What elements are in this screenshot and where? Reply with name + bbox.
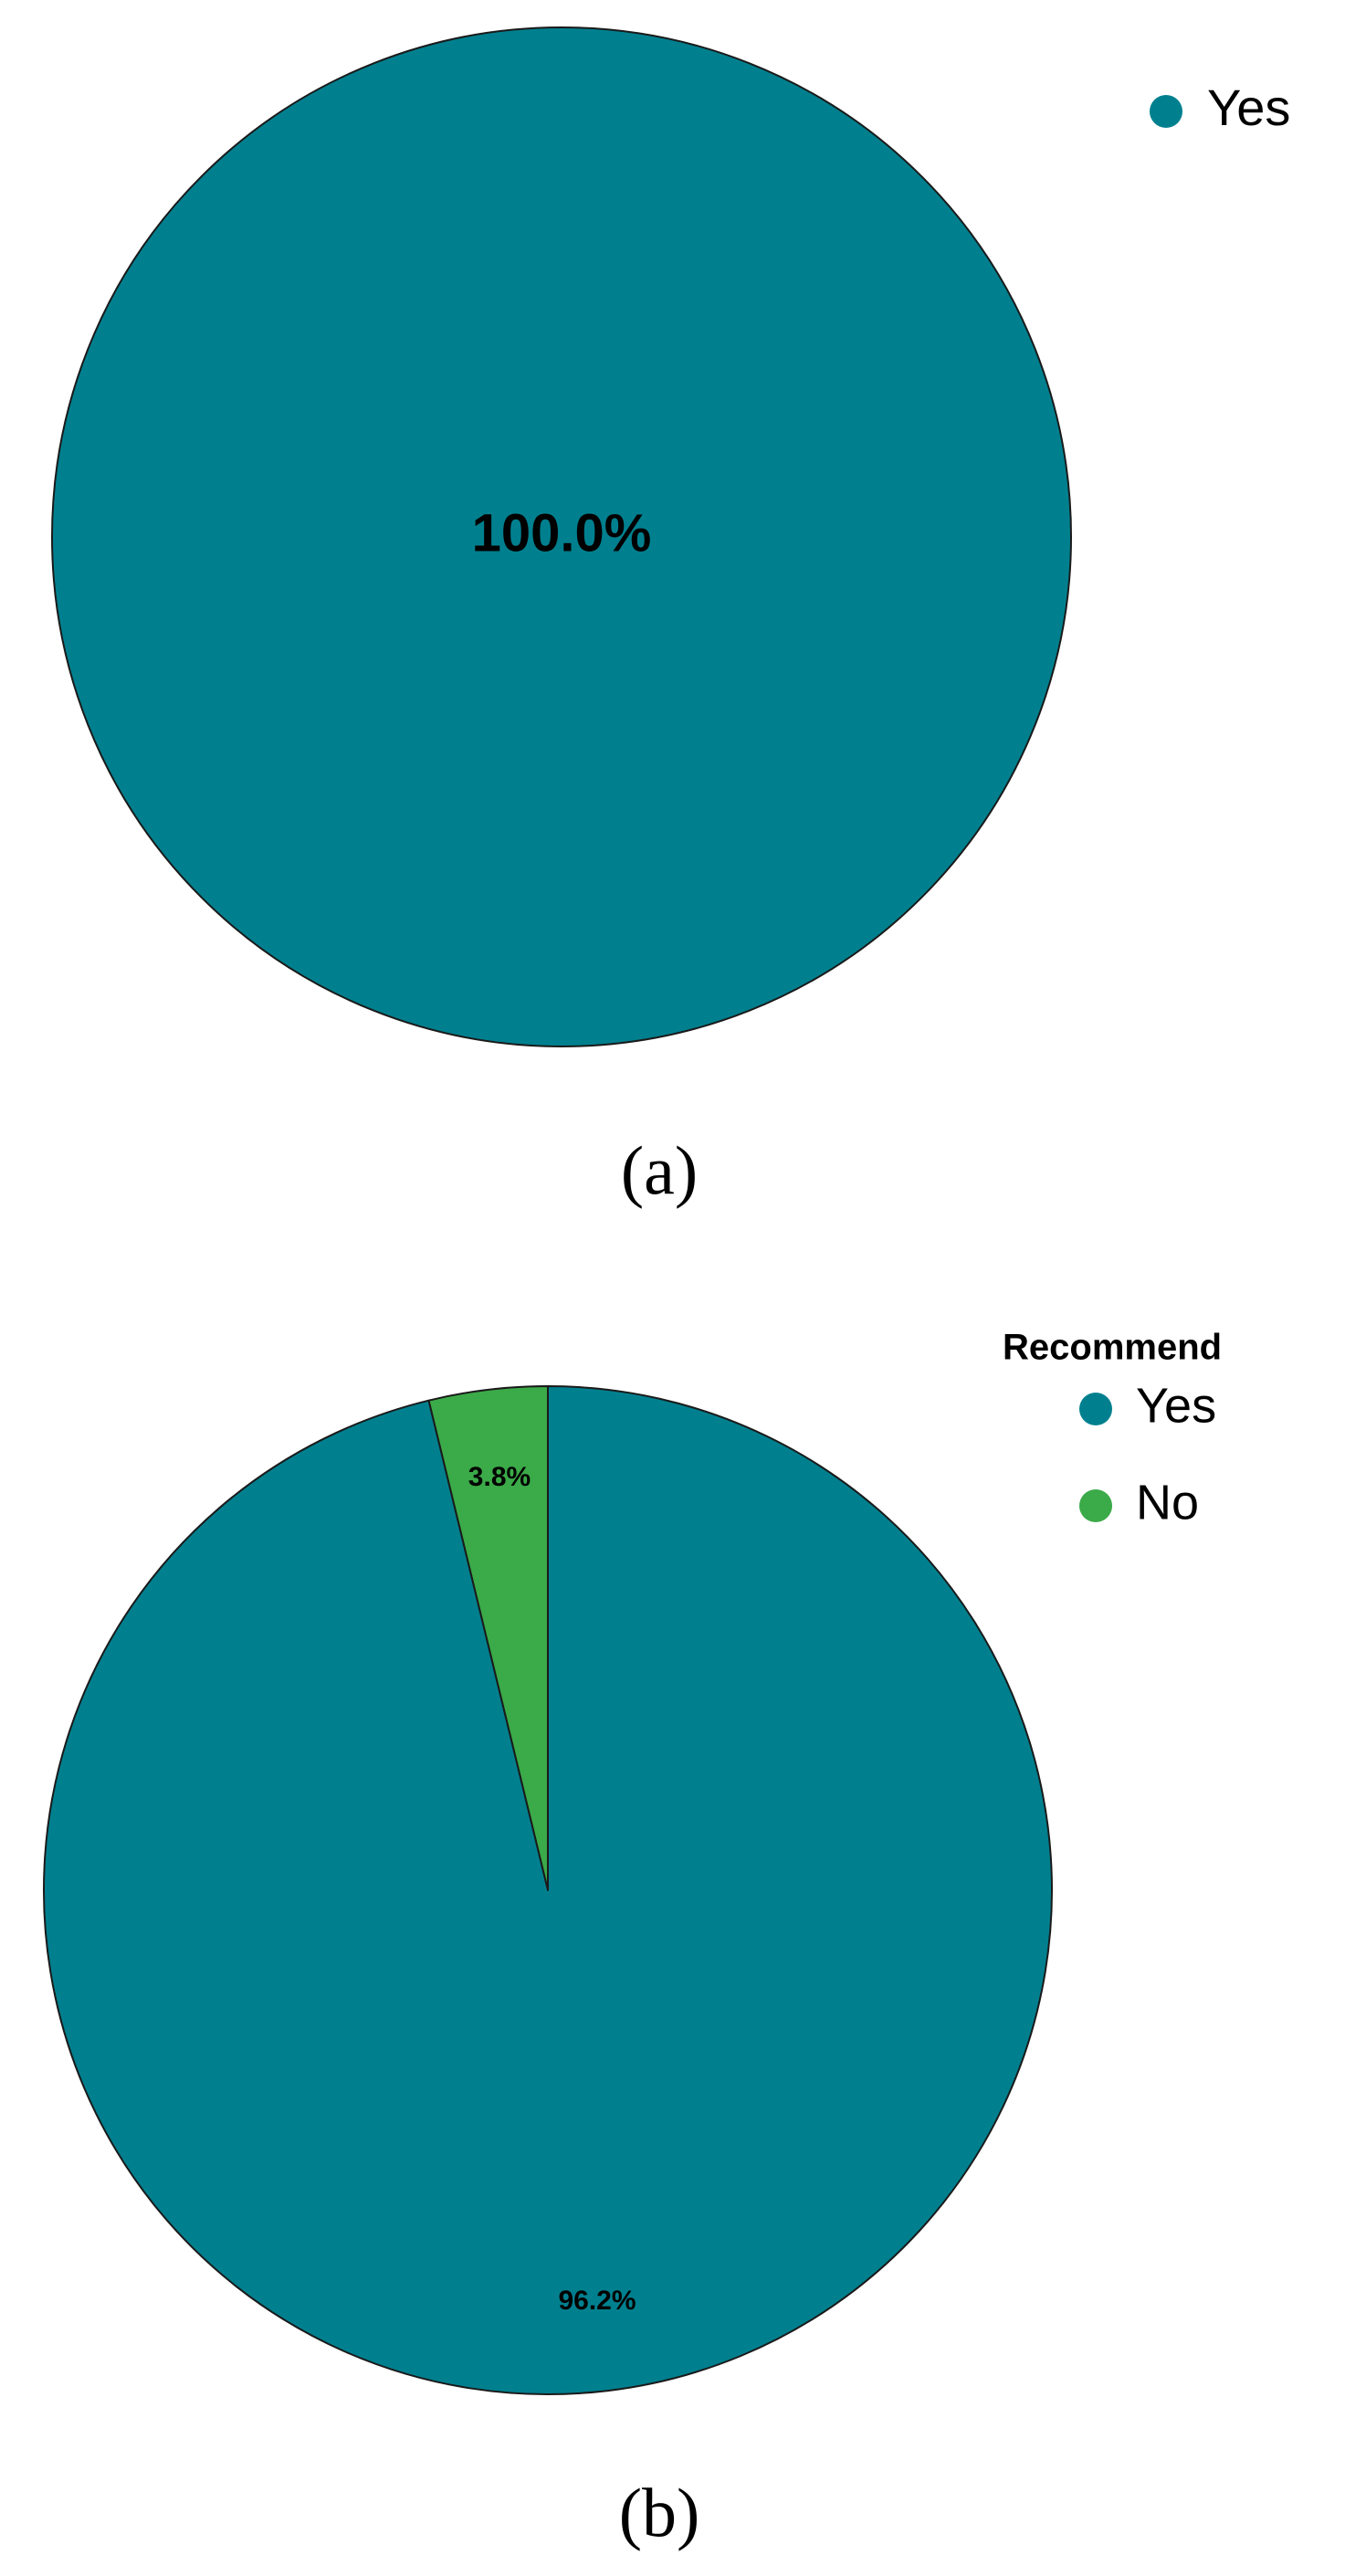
legend-label-yes: Yes (1136, 1378, 1216, 1433)
legend-label-yes: Yes (1207, 79, 1290, 136)
legend-b: Recommend Yes No (1003, 1328, 1222, 1530)
pie-chart-b: 96.2% 3.8% (43, 1385, 1053, 2395)
pie-slice-yes (43, 1385, 1053, 2395)
legend-marker-yes (1079, 1393, 1112, 1425)
legend-title: Recommend (1003, 1328, 1222, 1368)
pie-a-slices (51, 26, 1072, 1047)
pie-chart-a: 100.0% (51, 26, 1072, 1047)
legend-a: Yes (1150, 79, 1290, 136)
legend-marker-no (1079, 1489, 1112, 1522)
panel-label-a: (a) (621, 1132, 698, 1209)
slice-label-yes: 100.0% (472, 503, 652, 563)
legend-marker-yes (1150, 95, 1182, 128)
pie-b-slices (43, 1385, 1053, 2395)
legend-label-no: No (1136, 1475, 1199, 1530)
panel-label-b: (b) (619, 2475, 700, 2551)
slice-label-no: 3.8% (468, 1462, 531, 1492)
slice-label-yes: 96.2% (558, 2286, 636, 2316)
pie-slice-yes (51, 26, 1072, 1047)
